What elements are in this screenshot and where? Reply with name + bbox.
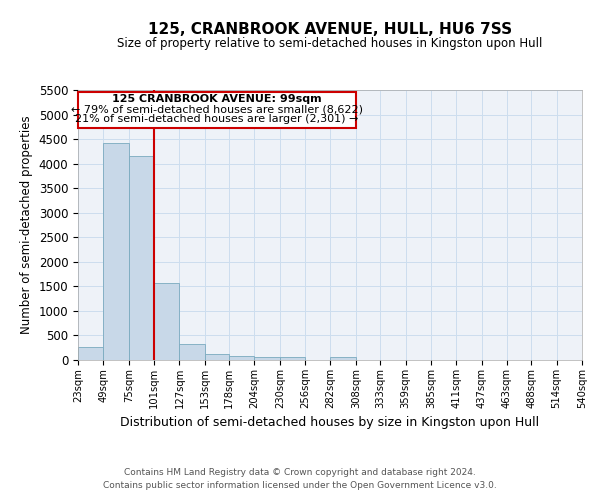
- Text: ← 79% of semi-detached houses are smaller (8,622): ← 79% of semi-detached houses are smalle…: [71, 104, 363, 114]
- Text: Contains public sector information licensed under the Open Government Licence v3: Contains public sector information licen…: [103, 480, 497, 490]
- Text: 125 CRANBROOK AVENUE: 99sqm: 125 CRANBROOK AVENUE: 99sqm: [112, 94, 322, 104]
- Bar: [229, 356, 254, 360]
- Y-axis label: Number of semi-detached properties: Number of semi-detached properties: [20, 116, 33, 334]
- Text: Contains HM Land Registry data © Crown copyright and database right 2024.: Contains HM Land Registry data © Crown c…: [124, 468, 476, 477]
- Bar: [179, 344, 205, 360]
- Text: Size of property relative to semi-detached houses in Kingston upon Hull: Size of property relative to semi-detach…: [118, 38, 542, 51]
- Bar: [78, 92, 356, 128]
- Bar: [128, 156, 154, 360]
- Bar: [78, 346, 103, 360]
- Bar: [154, 284, 179, 360]
- Bar: [205, 354, 229, 360]
- Text: 21% of semi-detached houses are larger (2,301) →: 21% of semi-detached houses are larger (…: [75, 114, 359, 124]
- X-axis label: Distribution of semi-detached houses by size in Kingston upon Hull: Distribution of semi-detached houses by …: [121, 416, 539, 430]
- Bar: [254, 357, 280, 360]
- Bar: [103, 142, 128, 360]
- Bar: [331, 357, 356, 360]
- Text: 125, CRANBROOK AVENUE, HULL, HU6 7SS: 125, CRANBROOK AVENUE, HULL, HU6 7SS: [148, 22, 512, 38]
- Bar: [280, 357, 305, 360]
